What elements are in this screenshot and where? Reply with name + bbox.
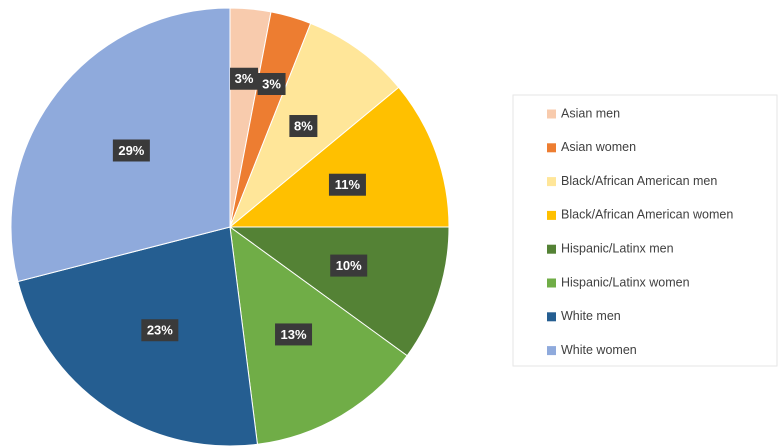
legend-swatch — [547, 244, 556, 254]
legend-label: Hispanic/Latinx women — [561, 275, 690, 289]
data-label-box — [328, 173, 366, 196]
data-label-box — [257, 72, 286, 95]
legend-label: Black/African American men — [561, 174, 717, 188]
legend-label: Asian men — [561, 106, 620, 120]
data-label: 29% — [118, 143, 144, 158]
data-label: 23% — [147, 323, 173, 338]
legend-label: Black/African American women — [561, 208, 733, 222]
legend-swatch — [547, 312, 556, 322]
data-label-box — [112, 139, 150, 162]
data-label: 13% — [281, 327, 307, 342]
data-label-box — [275, 323, 313, 346]
legend-swatch — [547, 210, 556, 220]
data-label: 8% — [294, 118, 313, 133]
data-label: 3% — [262, 76, 281, 91]
data-label-box — [141, 319, 179, 342]
data-label: 11% — [335, 177, 361, 192]
pie-slice — [229, 225, 408, 445]
data-label: 10% — [336, 258, 362, 273]
data-label-box — [289, 115, 318, 138]
legend-label: White men — [561, 309, 621, 323]
pie-slice — [228, 86, 450, 228]
data-label-box — [330, 254, 368, 277]
legend-label: White women — [561, 343, 637, 357]
legend-swatch — [547, 346, 556, 356]
data-label-box — [230, 67, 259, 90]
data-label: 3% — [235, 71, 254, 86]
legend-label: Hispanic/Latinx men — [561, 241, 674, 255]
legend-swatch — [547, 177, 556, 187]
legend-label: Asian women — [561, 140, 636, 154]
legend-swatch — [547, 109, 556, 119]
legend-box — [512, 94, 778, 367]
legend-swatch — [547, 143, 556, 153]
legend-swatch — [547, 278, 556, 288]
pie-slice — [228, 226, 450, 357]
